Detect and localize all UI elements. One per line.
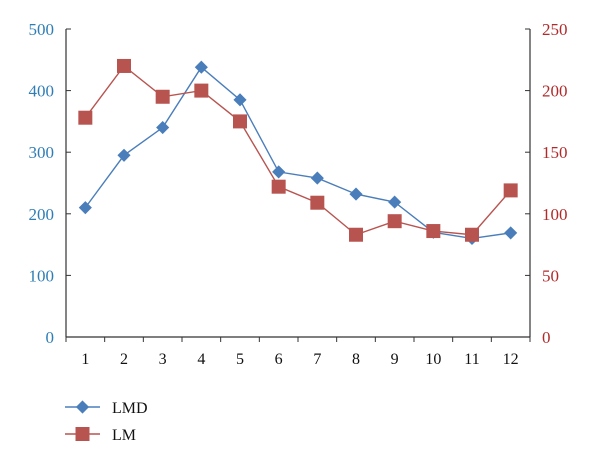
legend-lmd-marker: [75, 400, 90, 414]
series: [78, 58, 518, 246]
legend-item-lmd: LMD: [65, 400, 148, 417]
right-tick-label: 150: [542, 143, 568, 162]
series-lmd-point: [388, 195, 402, 209]
x-tick-label: 2: [120, 351, 128, 368]
left-tick-label: 200: [29, 205, 55, 224]
x-tick-label: 7: [313, 351, 321, 368]
x-tick-label: 12: [503, 351, 519, 368]
series-lm-point: [194, 83, 209, 98]
series-lm-point: [117, 58, 131, 73]
series-lm-point: [349, 227, 363, 242]
x-tick-label: 5: [236, 351, 244, 368]
x-tick-label: 8: [352, 351, 360, 368]
x-tick-label: 3: [159, 351, 167, 368]
series-lm: [78, 58, 518, 242]
series-lm-point: [426, 224, 441, 239]
series-lmd: [78, 60, 518, 246]
series-lmd-point: [504, 226, 518, 240]
series-lm-point: [310, 195, 325, 210]
series-lmd-point: [78, 201, 92, 215]
left-tick-label: 300: [29, 143, 55, 162]
x-tick-label: 11: [464, 351, 479, 368]
axes: [65, 28, 531, 342]
series-lmd-point: [156, 120, 170, 135]
right-tick-label: 0: [542, 328, 551, 347]
series-lmd-line: [84, 66, 511, 240]
right-tick-label: 100: [542, 205, 568, 224]
series-lmd-point: [349, 187, 363, 201]
legend-lmd-label: LMD: [112, 400, 148, 417]
series-lm-point: [233, 114, 247, 129]
x-tick-label: 1: [81, 351, 89, 368]
right-tick-label: 50: [542, 266, 559, 285]
x-tick-label: 10: [425, 351, 441, 368]
left-tick-label: 400: [29, 82, 55, 101]
series-lm-line: [84, 64, 512, 236]
x-tick-label: 6: [275, 351, 283, 368]
series-lm-point: [503, 183, 518, 198]
series-lmd-point: [233, 93, 247, 107]
legend: LMD LM: [65, 400, 148, 444]
legend-lm-marker: [75, 427, 90, 441]
right-tick-label: 250: [542, 20, 568, 39]
series-lm-point: [155, 89, 170, 104]
right-tick-label: 200: [542, 82, 568, 101]
left-tick-label: 100: [29, 266, 55, 285]
left-tick-label: 500: [29, 20, 55, 39]
x-tick-label: 4: [197, 351, 205, 368]
series-lmd-point: [117, 148, 131, 162]
series-lm-point: [78, 110, 93, 125]
series-lmd-point: [310, 171, 324, 185]
series-lm-point: [387, 214, 402, 229]
series-lmd-point: [194, 60, 208, 74]
series-lm-point: [271, 179, 286, 194]
series-lmd-point: [272, 165, 286, 179]
legend-item-lm: LM: [65, 427, 136, 444]
series-lm-point: [465, 227, 479, 242]
x-tick-label: 9: [391, 351, 399, 368]
legend-lm-label: LM: [112, 427, 136, 444]
left-tick-label: 0: [46, 328, 55, 347]
